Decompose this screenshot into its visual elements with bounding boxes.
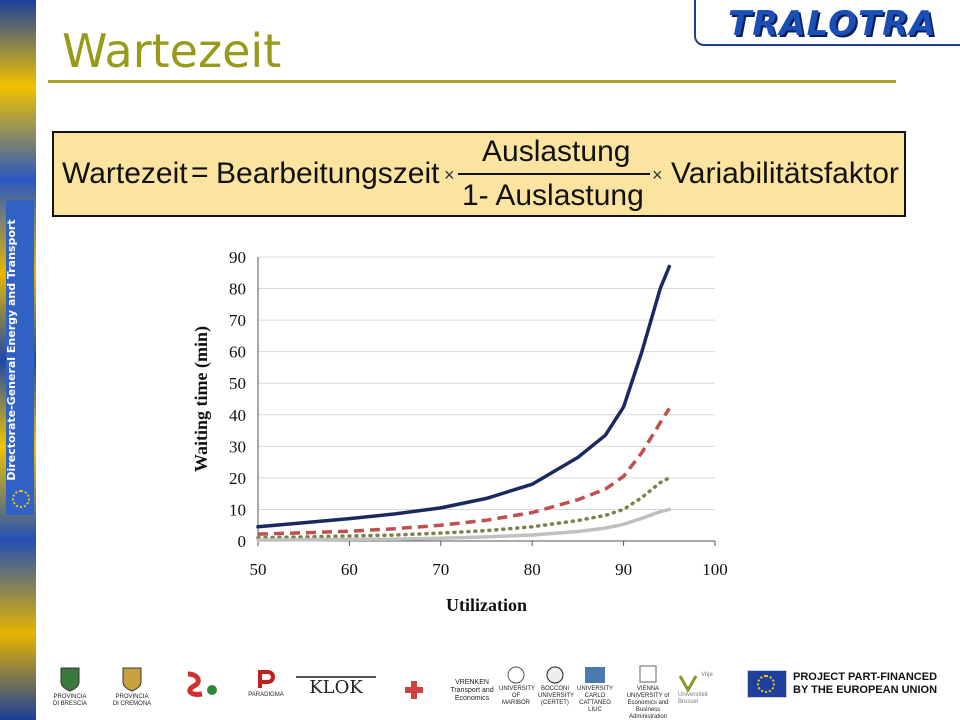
y-tick-label: 80 [229,280,246,299]
waiting-time-chart: 0 10 20 30 40 50 60 70 80 90 50 60 70 80 90 100 Utilizat… [191,248,728,615]
logo-liuc: UNIVERSITY CARLO CATTANEO LIUC [577,666,613,714]
tralotra-logo: TRALOTRA [728,4,937,44]
formula-box: Wartezeit = Bearbeitungszeit × Auslastun… [52,131,906,217]
formula-term-bearbeitungszeit: Bearbeitungszeit [216,157,440,190]
x-tick-label: 90 [615,560,632,579]
series-line-3 [256,476,672,540]
y-axis-title: Waiting time (min) [191,326,212,472]
x-tick-label: 100 [702,560,728,579]
logo-paradigma: PARADIGMA [244,668,288,699]
page-title: Wartezeit [62,24,282,78]
logo-provincia-emilia [178,670,222,700]
logo-klok: KLOK [296,676,376,699]
dg-energy-transport-band [6,200,34,515]
series-line-1 [256,264,672,529]
y-tick-label: 50 [229,374,246,393]
eu-funding-line-2: BY THE EUROPEAN UNION [793,684,938,697]
formula-denominator: 1- Auslastung [462,179,644,212]
logo-vienna-university: VIENNA UNIVERSITY of Economics and Busin… [620,664,676,720]
title-divider [48,80,896,83]
formula-equals: = [191,156,209,189]
eu-flag-icon [747,670,787,698]
x-tick-label: 60 [341,560,358,579]
formula-times-1: × [444,165,455,185]
series-line-4 [256,507,672,542]
logo-provincia-cremona: PROVINCIA DI CREMONA [112,666,152,708]
eu-funding-line-1: PROJECT PART-FINANCED [793,671,938,683]
formula-times-2: × [652,165,663,185]
formula-term-variabilitaetsfaktor: Variabilitätsfaktor [671,157,899,190]
eu-stars-icon [12,490,30,508]
y-tick-label: 60 [229,343,246,362]
logo-red-cross-partner [384,680,444,702]
x-axis-title: Utilization [446,595,527,615]
formula-lhs: Wartezeit [62,157,188,190]
x-tick-label: 70 [432,560,449,579]
y-tick-label: 20 [229,469,246,488]
y-tick-label: 0 [238,532,247,551]
formula-numerator: Auslastung [482,135,631,168]
logo-frame [694,0,960,46]
dg-energy-transport-label: Directorate-General Energy and Transport [5,219,18,481]
logo-provincia-brescia: PROVINCIA DI BRESCIA [50,666,90,708]
series-line-2 [257,407,671,536]
logo-univ-maribor: UNIVERSITY OF MARIBOR [499,666,535,707]
y-tick-label: 30 [229,437,246,456]
x-tick-label: 50 [250,560,267,579]
y-tick-label: 70 [229,311,246,330]
logo-vub: Vrije Universiteit Brussel [678,672,713,705]
y-tick-label: 90 [229,248,246,267]
y-tick-label: 10 [229,500,246,519]
eu-funding-notice: PROJECT PART-FINANCED BY THE EUROPEAN UN… [793,671,937,697]
logo-vrenken: VRENKEN Transport and Economics [450,679,494,703]
logo-bocconi: BOCCONI UNIVERSITY (CERTET) [538,666,574,707]
y-tick-label: 40 [229,406,246,425]
x-tick-label: 80 [524,560,541,579]
formula-fraction-bar [458,173,650,175]
